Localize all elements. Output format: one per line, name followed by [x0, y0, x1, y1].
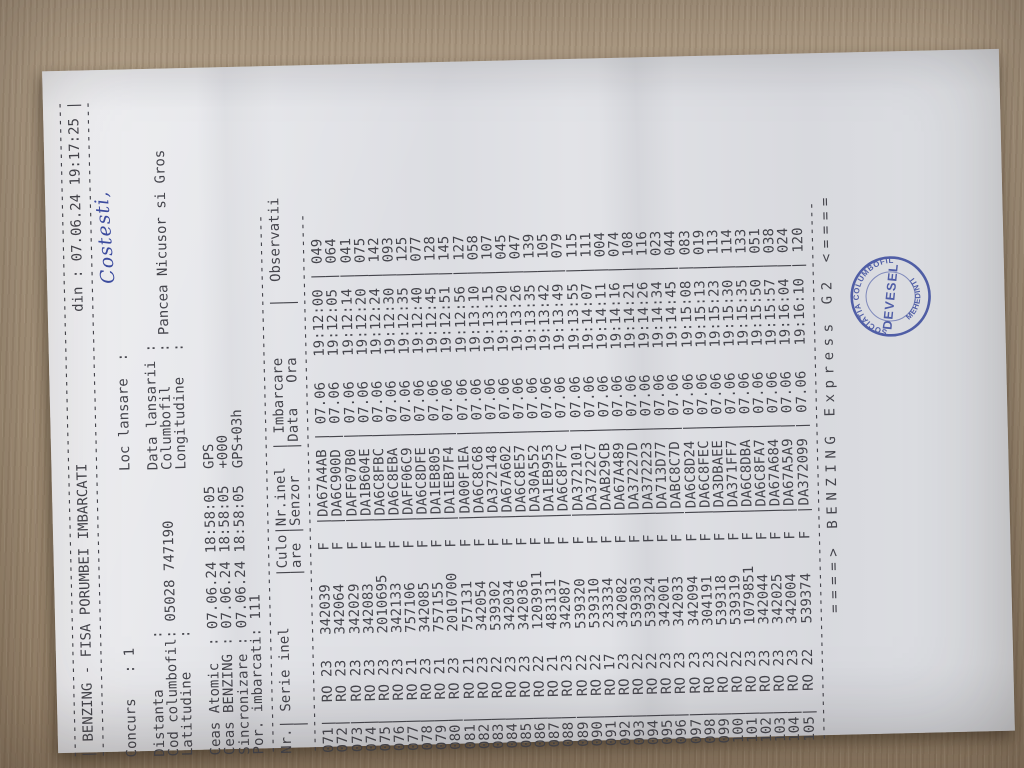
svg-text:MEHEDINTI: MEHEDINTI — [903, 275, 924, 322]
receipt-paper: ----------------------------------------… — [42, 48, 1015, 759]
stamp-arc-bottom-text: MEHEDINTI — [903, 275, 924, 322]
printed-lines: ----------------------------------------… — [52, 81, 845, 759]
receipt-content: ----------------------------------------… — [52, 81, 931, 759]
club-stamp-icon: ASOCIATIA COLUMBOFILA MEHEDINTI DEVESEL — [844, 251, 931, 342]
stamp-center-text: DEVESEL — [879, 262, 901, 330]
